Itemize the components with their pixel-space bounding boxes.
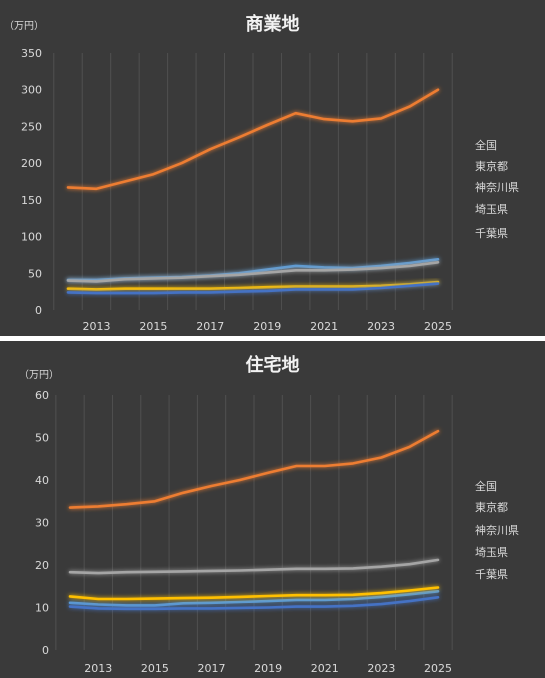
x-tick-label: 2015: [139, 320, 167, 333]
series-line: [68, 558, 440, 575]
y-tick-label: 200: [21, 157, 42, 170]
legend-label: 埼玉県: [475, 202, 508, 216]
chart-title: 住宅地: [245, 355, 300, 376]
legend-label: 神奈川県: [475, 180, 519, 194]
x-tick-label: 2013: [84, 662, 112, 675]
legend-label: 東京都: [475, 159, 508, 173]
series-line: [66, 260, 440, 283]
series-line: [68, 586, 440, 601]
x-tick-label: 2013: [82, 320, 110, 333]
legend-label: 東京都: [475, 500, 508, 514]
x-tick-label: 2015: [141, 662, 169, 675]
legend-label: 千葉県: [475, 567, 508, 581]
x-tick-label: 2019: [253, 320, 281, 333]
legend-label: 千葉県: [475, 226, 508, 240]
x-tick-label: 2025: [424, 662, 452, 675]
x-tick-label: 2023: [367, 662, 395, 675]
y-tick-label: 0: [42, 644, 49, 657]
legend-label: 神奈川県: [475, 523, 519, 537]
series-line: [68, 590, 440, 607]
x-tick-label: 2017: [198, 662, 226, 675]
series-line: [66, 282, 440, 295]
y-tick-label: 60: [35, 389, 49, 402]
y-tick-label: 150: [21, 194, 42, 207]
x-tick-label: 2021: [310, 320, 338, 333]
chart-residential-land: 住宅地 （万円） 0 10 20 30 40 50 60 2013 2015 2017 2019 20…: [0, 341, 545, 678]
chart-plot: 0 10 20 30 40 50 60 2013 2015 2017 2019 2021 2023 202…: [35, 389, 519, 675]
x-tick-label: 2017: [196, 320, 224, 333]
chart-title: 商業地: [245, 14, 300, 35]
x-tick-label: 2023: [367, 320, 395, 333]
x-tick-label: 2025: [424, 320, 452, 333]
y-tick-label: 0: [35, 304, 42, 317]
y-tick-label: 40: [35, 474, 49, 487]
y-tick-label: 350: [21, 47, 42, 60]
y-tick-label: 30: [35, 517, 49, 530]
y-tick-label: 50: [35, 432, 49, 445]
y-unit-label: （万円）: [4, 21, 44, 32]
y-tick-label: 100: [21, 231, 42, 244]
series-line: [68, 429, 440, 509]
y-unit-label: （万円）: [19, 370, 59, 381]
series-line: [66, 88, 440, 191]
series-line: [66, 280, 440, 291]
chart-commercial-land: 商業地 （万円） 0 50 100 150 200 250 300 350 2013 2015 20…: [0, 0, 545, 336]
legend-label: 全国: [475, 138, 497, 152]
legend-label: 埼玉県: [475, 545, 508, 559]
y-tick-label: 250: [21, 120, 42, 133]
y-tick-label: 50: [28, 267, 42, 280]
y-tick-label: 300: [21, 84, 42, 97]
chart-plot: 0 50 100 150 200 250 300 350 2013 2015 2017 2019 202…: [21, 47, 519, 333]
legend-label: 全国: [475, 479, 497, 493]
x-tick-label: 2021: [311, 662, 339, 675]
series-line: [68, 595, 440, 611]
y-tick-label: 10: [35, 602, 49, 615]
x-tick-label: 2019: [254, 662, 282, 675]
y-tick-label: 20: [35, 559, 49, 572]
